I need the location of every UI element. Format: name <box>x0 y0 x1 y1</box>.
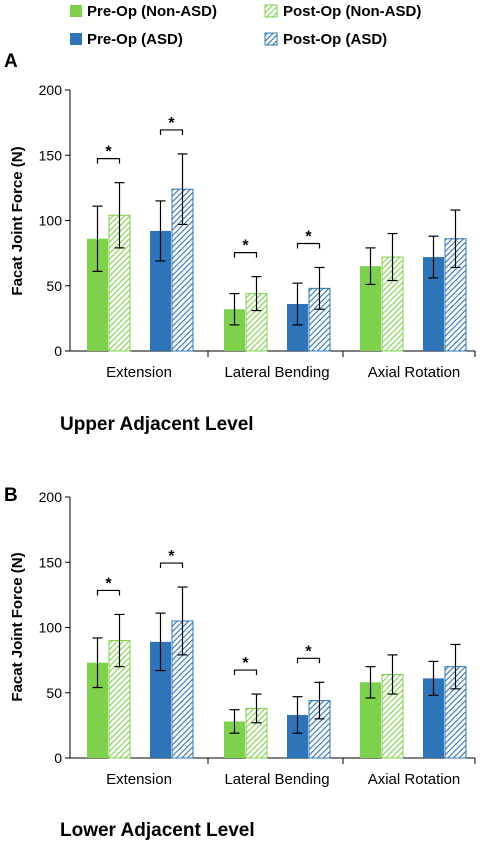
legend-item-post-op-non-asd: Post-Op (Non-ASD) <box>264 3 421 20</box>
significance-star: * <box>305 228 312 245</box>
panel-caption: Lower Adjacent Level <box>60 820 255 841</box>
panel-label: B <box>4 485 18 506</box>
significance-star: * <box>168 115 175 132</box>
significance-bracket <box>233 252 258 258</box>
significance-bracket <box>159 562 184 569</box>
plot-area: 0 50 100 150 200 * * * * Extension Lateral Bending… <box>39 489 476 788</box>
significance-bracket <box>96 589 121 596</box>
legend-swatch-pre-op-non-asd <box>70 5 82 17</box>
significance-bracket <box>233 669 258 676</box>
legend-label: Pre-Op (ASD) <box>87 31 183 48</box>
significance-star: * <box>242 238 249 255</box>
bar-pre-op-asd-extension <box>150 230 171 351</box>
legend: Pre-Op (Non-ASD) Post-Op (Non-ASD) Pre-O… <box>70 3 421 48</box>
legend-item-pre-op-asd: Pre-Op (ASD) <box>70 31 183 48</box>
legend-label: Pre-Op (Non-ASD) <box>87 3 217 20</box>
bar-pre-op-asd-lateral-bending <box>287 304 308 351</box>
y-tick-label: 50 <box>46 685 62 701</box>
panel-caption: Upper Adjacent Level <box>60 414 254 435</box>
bar-pre-op-asd-lateral-bending <box>287 714 308 758</box>
bar-pre-op-non-asd-extension <box>87 662 108 758</box>
plot-area: 0 50 100 150 200 * * * * Extension Lateral Bending… <box>39 82 476 381</box>
significance-star: * <box>305 643 312 660</box>
x-category-label: Axial Rotation <box>368 364 461 381</box>
legend-label: Post-Op (ASD) <box>283 31 387 48</box>
significance-star: * <box>105 144 112 161</box>
y-tick-label: 100 <box>39 620 63 636</box>
significance-star: * <box>105 575 112 592</box>
y-tick-label: 200 <box>39 82 63 98</box>
chart-panel-a: A Facat Joint Force (N) 0 50 100 150 200 * * * *… <box>4 51 476 435</box>
legend-swatch-pre-op-asd <box>70 33 82 45</box>
significance-star: * <box>168 548 175 565</box>
x-category-label: Axial Rotation <box>368 771 461 788</box>
x-category-label: Extension <box>106 771 172 788</box>
significance-bracket <box>296 657 321 664</box>
significance-bracket <box>96 158 121 164</box>
panel-label: A <box>4 51 18 72</box>
legend-swatch-post-op-non-asd <box>264 4 278 18</box>
x-category-label: Extension <box>106 364 172 381</box>
bar-pre-op-non-asd-axial-rotation <box>360 266 381 351</box>
y-tick-label: 150 <box>39 554 63 570</box>
significance-bracket <box>159 129 184 135</box>
y-tick-label: 200 <box>39 489 63 505</box>
significance-star: * <box>242 655 249 672</box>
bar-pre-op-non-asd-lateral-bending <box>224 309 245 351</box>
y-tick-label: 0 <box>54 750 62 766</box>
x-category-label: Lateral Bending <box>224 771 329 788</box>
bar-pre-op-asd-axial-rotation <box>423 678 444 758</box>
legend-swatch-post-op-asd <box>264 32 278 46</box>
y-axis-title: Facat Joint Force (N) <box>9 146 26 295</box>
legend-item-post-op-asd: Post-Op (ASD) <box>264 31 387 48</box>
y-tick-label: 100 <box>39 213 63 229</box>
bar-pre-op-non-asd-lateral-bending <box>224 721 245 758</box>
bar-pre-op-asd-axial-rotation <box>423 257 444 351</box>
y-tick-label: 150 <box>39 147 63 163</box>
significance-bracket <box>296 242 321 249</box>
legend-label: Post-Op (Non-ASD) <box>283 3 421 20</box>
chart-panel-b: B Facat Joint Force (N) 0 50 100 150 200 * * * *… <box>4 485 476 841</box>
legend-item-pre-op-non-asd: Pre-Op (Non-ASD) <box>70 3 217 20</box>
bar-pre-op-non-asd-extension <box>87 238 108 351</box>
bar-pre-op-asd-extension <box>150 641 171 758</box>
x-category-label: Lateral Bending <box>224 364 329 381</box>
y-axis-title: Facat Joint Force (N) <box>9 552 26 701</box>
y-tick-label: 0 <box>54 343 62 359</box>
bar-pre-op-non-asd-axial-rotation <box>360 682 381 758</box>
y-tick-label: 50 <box>46 278 62 294</box>
